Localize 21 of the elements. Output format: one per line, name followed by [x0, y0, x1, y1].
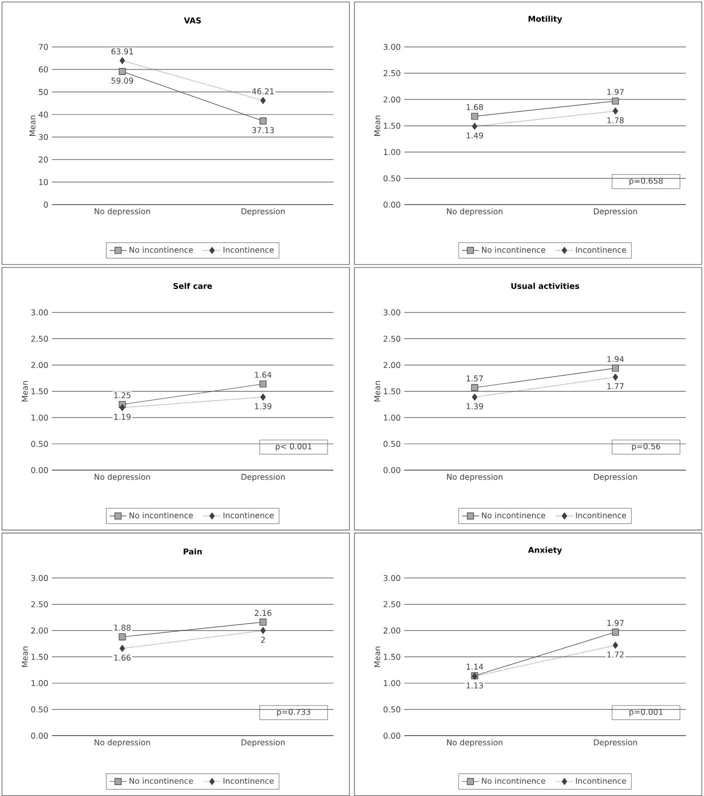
point: [118, 633, 126, 640]
point: [260, 97, 266, 104]
point: [612, 642, 618, 649]
point: [612, 108, 618, 115]
point: [118, 68, 126, 75]
point: [612, 374, 618, 381]
point: [260, 380, 267, 388]
point: [612, 364, 620, 372]
point: [471, 112, 478, 120]
point: [120, 57, 126, 64]
point: [612, 628, 620, 636]
point: [260, 117, 267, 124]
point: [612, 98, 620, 105]
point: [471, 384, 478, 392]
point: [472, 122, 478, 130]
point: [120, 404, 126, 412]
point: [260, 394, 266, 401]
point: [472, 394, 478, 401]
point: [260, 618, 267, 626]
point: [120, 644, 126, 652]
point: [260, 627, 266, 634]
